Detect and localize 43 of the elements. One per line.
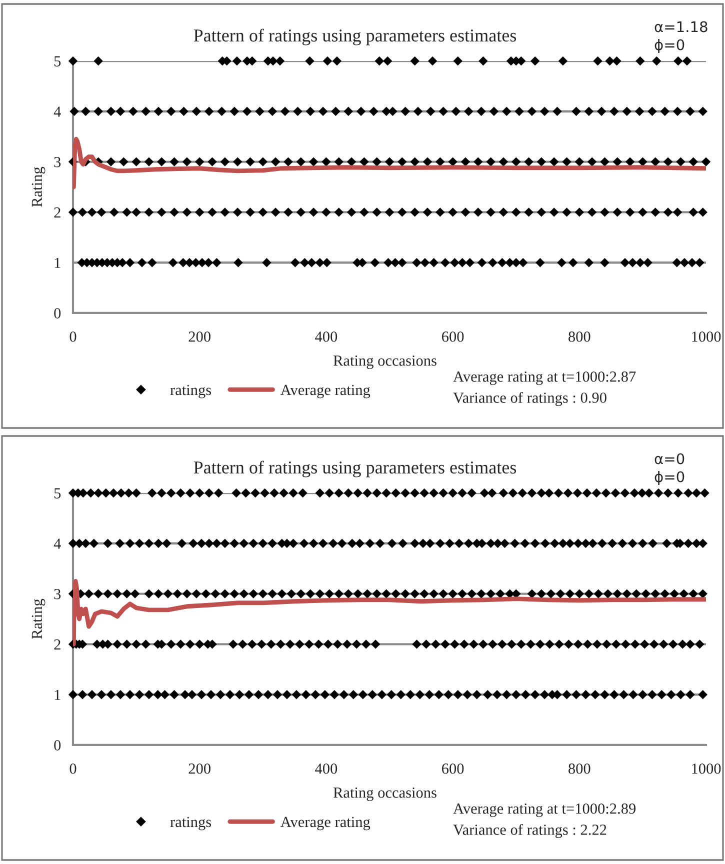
y-tick-label: 4: [54, 106, 61, 117]
x-tick-label: 800: [568, 763, 590, 774]
y-axis-title: Rating: [32, 166, 46, 207]
chart-title: Pattern of ratings using parameters estimates: [194, 460, 516, 478]
legend-label: ratings: [170, 816, 212, 830]
line-series: [73, 136, 706, 190]
x-tick-label: 600: [442, 331, 464, 342]
y-tick-label: 5: [54, 56, 61, 66]
chart-title: Pattern of ratings using parameters estimates: [194, 28, 516, 46]
x-axis-title: Rating occasions: [333, 356, 436, 369]
x-tick-label: 1000: [692, 763, 721, 774]
y-tick-label: 3: [54, 156, 61, 168]
legend-label: Average rating: [280, 384, 370, 398]
y-tick-label: 1: [54, 690, 60, 700]
y-tick-label: 2: [54, 207, 60, 218]
text: ϕ=0: [654, 38, 684, 54]
legend-label: ratings: [170, 384, 212, 398]
text: Variance of ratings : 2.22: [453, 824, 606, 838]
x-tick-label: 200: [188, 331, 210, 342]
text: Average rating at t=1000:2.87: [453, 371, 636, 385]
y-tick-label: 1: [54, 258, 60, 268]
y-tick-label: 5: [54, 488, 61, 498]
y-tick-label: 0: [54, 308, 61, 318]
text: α=0: [654, 453, 684, 464]
y-axis-title: Rating: [32, 598, 46, 639]
y-tick-label: 4: [54, 538, 61, 549]
x-tick-label: 200: [188, 763, 210, 774]
y-tick-label: 2: [54, 639, 60, 650]
text: Variance of ratings : 0.90: [453, 392, 606, 406]
x-axis-title: Rating occasions: [333, 788, 436, 801]
text: α=1.18: [654, 21, 708, 32]
x-tick-label: 0: [70, 763, 76, 774]
x-tick-label: 0: [70, 331, 76, 342]
x-tick-label: 400: [315, 763, 338, 774]
x-tick-label: 1000: [692, 331, 721, 342]
legend-label: Average rating: [280, 816, 370, 830]
x-tick-label: 800: [568, 331, 590, 342]
y-tick-label: 3: [54, 588, 61, 600]
text: ϕ=0: [654, 470, 684, 486]
x-tick-label: 600: [442, 763, 464, 774]
y-tick-label: 0: [54, 740, 61, 750]
text: Average rating at t=1000:2.89: [453, 803, 636, 817]
x-tick-label: 400: [315, 331, 338, 342]
